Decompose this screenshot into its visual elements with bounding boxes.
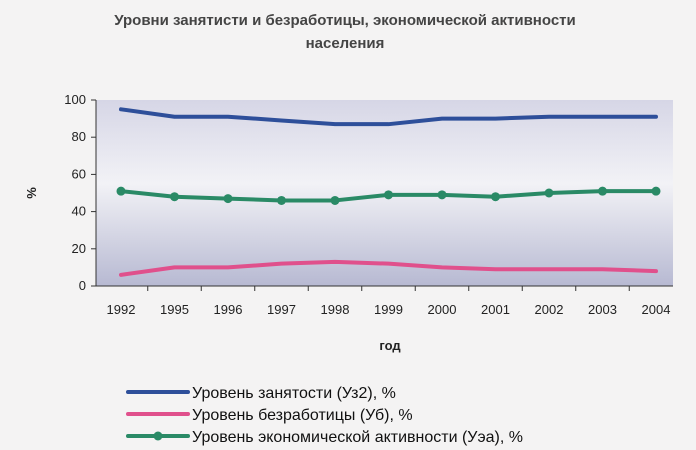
y-tick-label: 100 <box>64 92 86 107</box>
series-3-point <box>384 190 393 200</box>
x-tick-label: 2002 <box>535 302 564 317</box>
x-tick-label: 1992 <box>107 302 136 317</box>
x-axis-title: год <box>379 338 401 353</box>
series-3-point <box>491 192 500 202</box>
x-tick-label: 1996 <box>214 302 243 317</box>
series-3-point <box>598 186 607 196</box>
x-axis-ticks: 1992 1995 1996 1997 1998 1999 2000 2001 2002 2003… <box>107 286 671 317</box>
y-axis-ticks: 0 20 40 60 80 100 <box>64 92 96 293</box>
series-line-1 <box>119 107 658 127</box>
legend-label-3: Уровень экономической активности (Уэа), … <box>192 429 523 446</box>
x-tick-label: 1997 <box>267 302 296 317</box>
series-3-point <box>330 195 340 205</box>
legend-label-1: Уровень занятости (Уз2), % <box>192 385 396 402</box>
series-layer <box>116 107 661 277</box>
x-tick-label: 1995 <box>160 302 189 317</box>
legend: Уровень занятости (Уз2), % Уровень безраб… <box>126 385 523 446</box>
series-3-point <box>116 186 126 196</box>
series-3-point <box>170 192 179 202</box>
x-tick-label: 2000 <box>428 302 457 317</box>
series-line-2 <box>119 259 658 277</box>
y-tick-label: 60 <box>72 166 86 181</box>
y-axis-title: % <box>24 187 39 199</box>
y-tick-label: 0 <box>79 278 86 293</box>
series-3-point <box>651 186 661 196</box>
chart-title-line1: Уровни занятисти и безработицы, экономич… <box>114 12 575 29</box>
x-tick-label: 1999 <box>374 302 403 317</box>
y-tick-label: 80 <box>72 129 86 144</box>
x-tick-label: 2003 <box>588 302 617 317</box>
x-tick-label: 1998 <box>321 302 350 317</box>
x-tick-label: 2004 <box>642 302 671 317</box>
y-tick-label: 20 <box>72 241 86 256</box>
legend-marker-3 <box>153 431 163 441</box>
chart-title-line2: населения <box>306 35 385 52</box>
series-3-point <box>544 188 554 198</box>
legend-label-2: Уровень безработицы (Уб), % <box>192 407 413 424</box>
x-tick-label: 2001 <box>481 302 510 317</box>
y-tick-label: 40 <box>72 204 86 219</box>
series-3-point <box>223 194 233 204</box>
series-3-point <box>437 190 447 200</box>
series-3-point <box>277 195 286 205</box>
